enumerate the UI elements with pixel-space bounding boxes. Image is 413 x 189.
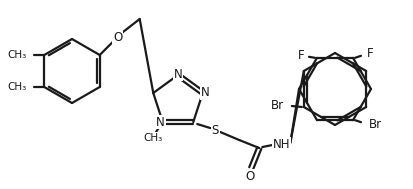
Text: F: F — [366, 47, 373, 60]
Text: F: F — [298, 49, 304, 62]
Text: N: N — [173, 67, 182, 81]
Text: CH₃: CH₃ — [143, 133, 162, 143]
Text: Br: Br — [368, 118, 381, 131]
Text: O: O — [113, 30, 122, 43]
Text: CH₃: CH₃ — [7, 50, 26, 60]
Text: N: N — [156, 115, 165, 129]
Text: NH: NH — [272, 138, 290, 150]
Text: CH₃: CH₃ — [7, 82, 26, 92]
Text: N: N — [201, 86, 209, 99]
Text: S: S — [211, 124, 218, 136]
Text: O: O — [245, 170, 254, 183]
Text: Br: Br — [270, 98, 283, 112]
